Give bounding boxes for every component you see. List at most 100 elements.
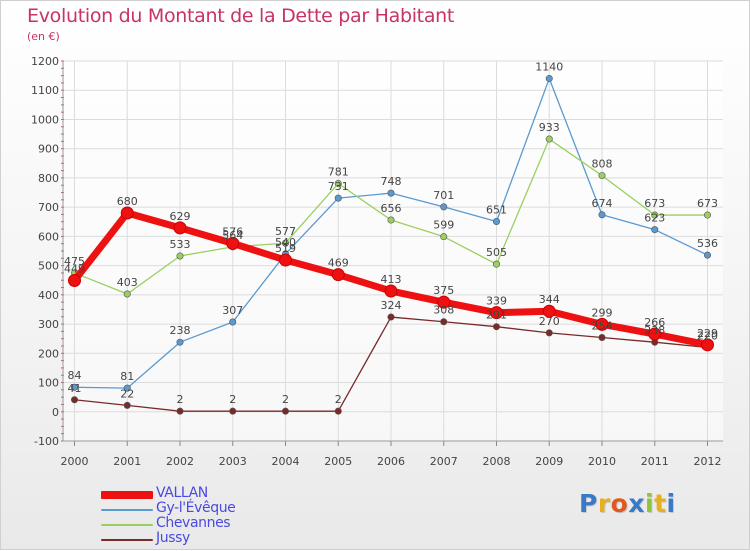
data-point xyxy=(703,251,711,259)
data-label: 781 xyxy=(328,165,349,178)
data-point xyxy=(598,334,606,342)
data-label: 229 xyxy=(697,327,718,340)
logo-letter: t xyxy=(654,489,667,518)
data-label: 533 xyxy=(170,238,191,251)
x-tick-label: 2002 xyxy=(166,455,194,468)
y-tick-label: 900 xyxy=(38,143,59,156)
x-tick-label: 2006 xyxy=(377,455,405,468)
x-tick-label: 2012 xyxy=(694,455,722,468)
data-label: 307 xyxy=(222,304,243,317)
data-point xyxy=(68,274,81,288)
legend-label: Gy-l'Évêque xyxy=(156,500,236,516)
x-tick-label: 2009 xyxy=(535,455,563,468)
data-point xyxy=(651,211,659,219)
y-tick-label: 1000 xyxy=(31,113,59,126)
data-label: 519 xyxy=(275,242,296,255)
data-label: 41 xyxy=(68,382,82,395)
data-point xyxy=(334,194,342,202)
data-label: 339 xyxy=(486,295,507,308)
data-point xyxy=(229,318,237,326)
data-label: 656 xyxy=(381,202,402,215)
data-point xyxy=(598,211,606,219)
x-tick-label: 2001 xyxy=(113,455,141,468)
data-point xyxy=(120,206,134,220)
data-label: 623 xyxy=(644,212,665,225)
data-label: 2 xyxy=(282,393,289,406)
data-point xyxy=(123,401,131,409)
data-point xyxy=(281,407,289,415)
data-label: 324 xyxy=(381,299,402,312)
data-point xyxy=(598,172,606,180)
y-tick-label: 100 xyxy=(38,377,59,390)
data-point xyxy=(384,284,398,298)
data-point xyxy=(440,203,448,211)
data-point xyxy=(703,211,711,219)
data-point xyxy=(123,384,131,392)
x-tick-label: 2003 xyxy=(219,455,247,468)
data-point xyxy=(440,318,448,326)
data-label: 748 xyxy=(381,175,402,188)
data-label: 344 xyxy=(539,293,560,306)
data-label: 1140 xyxy=(535,61,563,74)
data-point xyxy=(387,313,395,321)
data-label: 469 xyxy=(328,257,349,270)
data-label: 2 xyxy=(229,393,236,406)
y-tick-label: 1200 xyxy=(31,55,59,68)
data-label: 731 xyxy=(328,180,349,193)
y-tick-label: 1100 xyxy=(31,84,59,97)
data-label: 564 xyxy=(222,229,243,242)
legend-swatch xyxy=(101,539,153,541)
data-label: 413 xyxy=(381,273,402,286)
y-tick-label: 400 xyxy=(38,289,59,302)
data-point xyxy=(226,236,240,250)
legend-label: Chevannes xyxy=(156,515,231,531)
data-label: 449 xyxy=(64,263,85,276)
data-label: 22 xyxy=(120,387,134,400)
data-point xyxy=(492,260,500,268)
y-tick-label: 800 xyxy=(38,172,59,185)
data-point xyxy=(229,407,237,415)
data-point xyxy=(492,323,500,331)
data-point xyxy=(545,135,553,143)
data-label: 291 xyxy=(486,309,507,322)
data-point xyxy=(176,407,184,415)
x-tick-label: 2007 xyxy=(430,455,458,468)
data-label: 238 xyxy=(644,324,665,337)
data-label: 673 xyxy=(644,197,665,210)
data-label: 270 xyxy=(539,315,560,328)
data-label: 266 xyxy=(644,316,665,329)
y-tick-label: 600 xyxy=(38,230,59,243)
data-label: 536 xyxy=(697,237,718,250)
data-label: 299 xyxy=(592,306,613,319)
proxiti-logo: Proxiti xyxy=(579,489,676,518)
y-tick-label: 500 xyxy=(38,260,59,273)
logo-letter: i xyxy=(645,489,655,518)
data-point xyxy=(71,383,79,391)
data-point xyxy=(334,179,342,187)
data-label: 308 xyxy=(433,304,454,317)
data-label: 651 xyxy=(486,203,507,216)
data-point xyxy=(440,233,448,241)
data-point xyxy=(176,338,184,346)
data-label: 81 xyxy=(120,370,134,383)
data-label: 540 xyxy=(275,236,296,249)
plot-area xyxy=(63,61,723,441)
data-point xyxy=(387,189,395,197)
data-point xyxy=(545,75,553,83)
data-label: 808 xyxy=(592,158,613,171)
x-tick-label: 2005 xyxy=(324,455,352,468)
logo-letter: x xyxy=(628,489,645,518)
data-label: 673 xyxy=(697,197,718,210)
data-point xyxy=(437,295,451,309)
data-point xyxy=(595,317,609,331)
data-point xyxy=(490,306,503,320)
legend-swatch xyxy=(101,524,153,526)
data-label: 475 xyxy=(64,255,85,268)
chart-title: Evolution du Montant de la Dette par Hab… xyxy=(27,5,455,27)
data-point xyxy=(492,217,500,225)
data-point xyxy=(648,327,662,341)
data-label: 2 xyxy=(177,393,184,406)
data-label: 238 xyxy=(170,324,191,337)
